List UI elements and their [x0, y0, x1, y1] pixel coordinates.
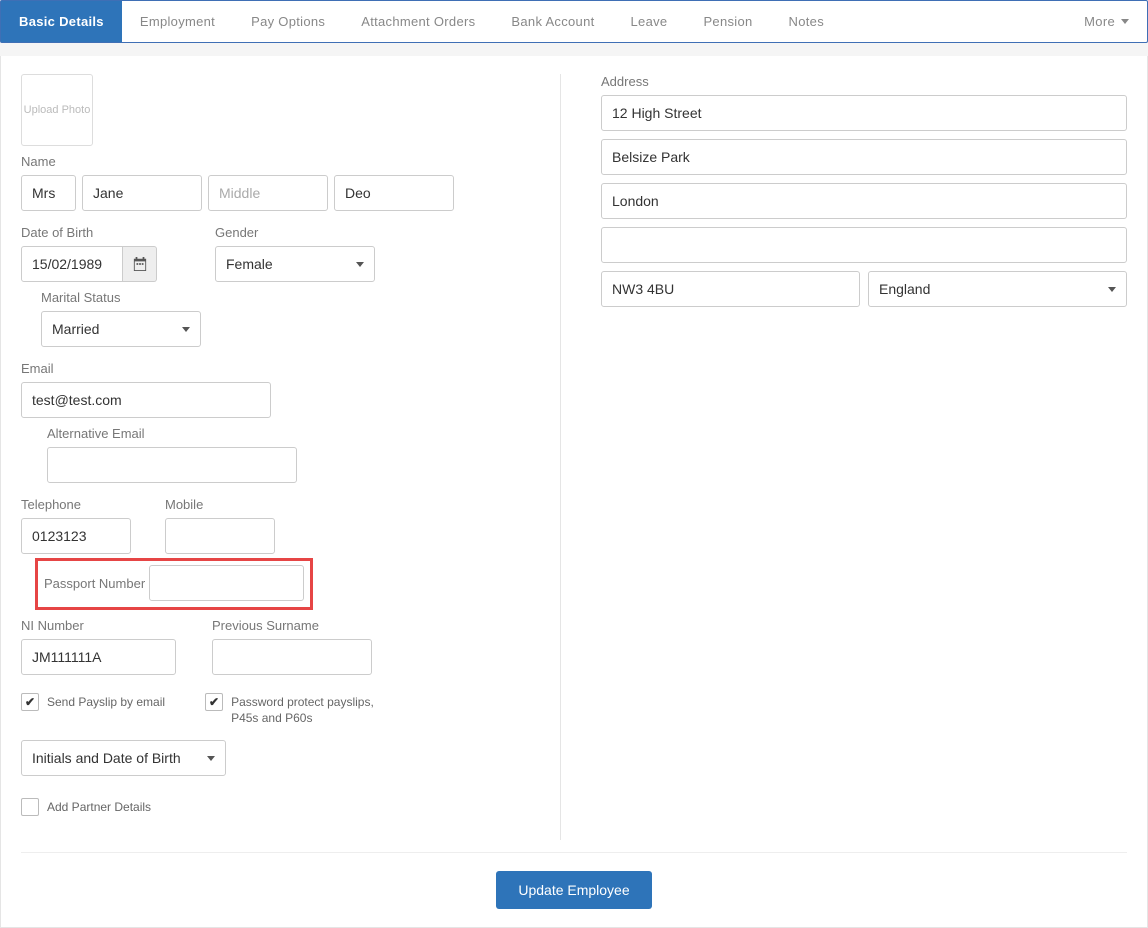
alt-email-label: Alternative Email: [47, 426, 297, 441]
tab-pension[interactable]: Pension: [685, 1, 770, 42]
update-employee-button[interactable]: Update Employee: [496, 871, 651, 909]
ni-label: NI Number: [21, 618, 176, 633]
address-line2-input[interactable]: [601, 139, 1127, 175]
form-panel: Upload Photo Name Date of Birth: [0, 56, 1148, 928]
marital-label: Marital Status: [41, 290, 201, 305]
tab-basic-details[interactable]: Basic Details: [1, 1, 122, 42]
address-line1-input[interactable]: [601, 95, 1127, 131]
email-label: Email: [21, 361, 271, 376]
tab-bank-account[interactable]: Bank Account: [493, 1, 612, 42]
last-name-input[interactable]: [334, 175, 454, 211]
chevron-down-icon: [1108, 287, 1116, 292]
dob-label: Date of Birth: [21, 225, 157, 240]
marital-select[interactable]: Married: [41, 311, 201, 347]
first-name-input[interactable]: [82, 175, 202, 211]
password-protect-label: Password protect payslips, P45s and P60s: [231, 693, 381, 726]
address-label: Address: [601, 74, 1127, 89]
tab-employment[interactable]: Employment: [122, 1, 233, 42]
tab-more-label: More: [1084, 14, 1115, 29]
prev-surname-label: Previous Surname: [212, 618, 372, 633]
telephone-label: Telephone: [21, 497, 131, 512]
chevron-down-icon: [207, 756, 215, 761]
send-payslip-label: Send Payslip by email: [47, 693, 165, 711]
chevron-down-icon: [1121, 19, 1129, 24]
tab-leave[interactable]: Leave: [613, 1, 686, 42]
chevron-down-icon: [356, 262, 364, 267]
prev-surname-input[interactable]: [212, 639, 372, 675]
send-payslip-checkbox[interactable]: [21, 693, 39, 711]
add-partner-checkbox[interactable]: [21, 798, 39, 816]
password-scheme-value: Initials and Date of Birth: [32, 750, 181, 766]
gender-select[interactable]: Female: [215, 246, 375, 282]
tab-attachment-orders[interactable]: Attachment Orders: [343, 1, 493, 42]
upload-photo-box[interactable]: Upload Photo: [21, 74, 93, 146]
postcode-input[interactable]: [601, 271, 860, 307]
calendar-icon: [133, 257, 147, 271]
middle-name-input[interactable]: [208, 175, 328, 211]
password-protect-checkbox[interactable]: [205, 693, 223, 711]
gender-label: Gender: [215, 225, 375, 240]
tab-pay-options[interactable]: Pay Options: [233, 1, 343, 42]
tab-more[interactable]: More: [1066, 1, 1147, 42]
dob-calendar-button[interactable]: [123, 246, 157, 282]
ni-input[interactable]: [21, 639, 176, 675]
mobile-input[interactable]: [165, 518, 275, 554]
passport-label: Passport Number: [44, 576, 145, 591]
mobile-label: Mobile: [165, 497, 275, 512]
name-label: Name: [21, 154, 530, 169]
email-input[interactable]: [21, 382, 271, 418]
address-line3-input[interactable]: [601, 183, 1127, 219]
tab-notes[interactable]: Notes: [771, 1, 842, 42]
address-line4-input[interactable]: [601, 227, 1127, 263]
country-value: England: [879, 281, 930, 297]
add-partner-label: Add Partner Details: [47, 798, 151, 816]
gender-value: Female: [226, 256, 273, 272]
telephone-input[interactable]: [21, 518, 131, 554]
title-input[interactable]: [21, 175, 76, 211]
dob-input[interactable]: [21, 246, 123, 282]
passport-highlight: Passport Number: [35, 558, 313, 610]
passport-input[interactable]: [149, 565, 304, 601]
chevron-down-icon: [182, 327, 190, 332]
alt-email-input[interactable]: [47, 447, 297, 483]
country-select[interactable]: England: [868, 271, 1127, 307]
tab-bar: Basic Details Employment Pay Options Att…: [0, 0, 1148, 43]
password-scheme-select[interactable]: Initials and Date of Birth: [21, 740, 226, 776]
marital-value: Married: [52, 321, 99, 337]
